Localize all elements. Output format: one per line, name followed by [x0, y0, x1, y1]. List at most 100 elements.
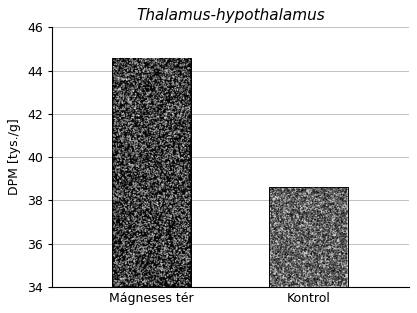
Point [126, 60, 133, 65]
Point [122, 168, 128, 173]
Point [187, 104, 193, 109]
Point [145, 284, 152, 289]
Point [155, 89, 161, 94]
Point [139, 143, 146, 148]
Point [174, 170, 181, 175]
Point [153, 248, 159, 253]
Point [179, 183, 186, 188]
Point [153, 240, 159, 245]
Point [315, 269, 322, 274]
Point [312, 238, 319, 243]
Point [137, 223, 143, 228]
Point [114, 114, 121, 119]
Point [141, 85, 147, 90]
Point [170, 99, 176, 104]
Point [284, 237, 291, 242]
Point [334, 228, 340, 233]
Point [112, 191, 118, 196]
Point [164, 189, 171, 194]
Point [170, 68, 177, 73]
Point [166, 180, 172, 185]
Point [306, 264, 312, 269]
Point [292, 231, 299, 236]
Point [121, 222, 128, 227]
Point [181, 241, 187, 246]
Point [340, 216, 347, 221]
Point [303, 263, 309, 268]
Point [183, 280, 190, 285]
Point [123, 77, 130, 82]
Point [317, 274, 324, 279]
Point [343, 189, 349, 194]
Point [173, 218, 180, 223]
Point [279, 268, 285, 273]
Point [267, 281, 274, 286]
Point [342, 255, 349, 260]
Point [149, 220, 156, 225]
Point [138, 217, 145, 222]
Point [276, 203, 283, 208]
Point [330, 274, 337, 279]
Point [168, 250, 174, 255]
Point [324, 249, 331, 254]
Point [174, 256, 181, 261]
Point [286, 203, 292, 208]
Point [275, 232, 282, 237]
Point [292, 222, 299, 227]
Point [329, 212, 336, 217]
Point [337, 188, 344, 193]
Point [184, 256, 191, 261]
Point [307, 271, 314, 276]
Point [163, 112, 170, 117]
Point [112, 122, 118, 127]
Point [168, 181, 174, 186]
Point [329, 275, 336, 280]
Point [272, 200, 279, 205]
Point [317, 278, 324, 283]
Point [111, 172, 118, 177]
Point [303, 241, 309, 246]
Point [307, 263, 314, 268]
Point [186, 109, 192, 114]
Point [157, 261, 164, 266]
Point [288, 202, 294, 207]
Point [291, 256, 298, 261]
Point [177, 112, 184, 117]
Point [274, 216, 281, 221]
Point [118, 282, 125, 287]
Point [341, 244, 347, 249]
Point [173, 97, 180, 102]
Point [279, 212, 285, 217]
Point [283, 234, 289, 239]
Point [158, 188, 165, 193]
Point [167, 124, 173, 129]
Point [271, 246, 278, 251]
Point [137, 281, 144, 286]
Point [281, 245, 288, 250]
Point [126, 200, 132, 205]
Point [332, 189, 338, 194]
Point [139, 251, 146, 256]
Point [121, 84, 128, 89]
Point [170, 188, 176, 193]
Point [314, 250, 321, 255]
Point [177, 224, 183, 229]
Point [299, 258, 305, 263]
Point [160, 173, 166, 178]
Point [118, 235, 124, 240]
Point [288, 261, 295, 266]
Point [293, 193, 300, 198]
Point [337, 254, 344, 259]
Point [331, 267, 338, 272]
Point [119, 239, 126, 244]
Point [313, 240, 319, 245]
Point [131, 137, 137, 142]
Point [176, 128, 183, 133]
Point [123, 206, 129, 211]
Point [277, 239, 284, 244]
Point [138, 176, 145, 181]
Point [135, 102, 142, 107]
Point [168, 105, 175, 110]
Point [304, 256, 311, 261]
Point [315, 262, 322, 267]
